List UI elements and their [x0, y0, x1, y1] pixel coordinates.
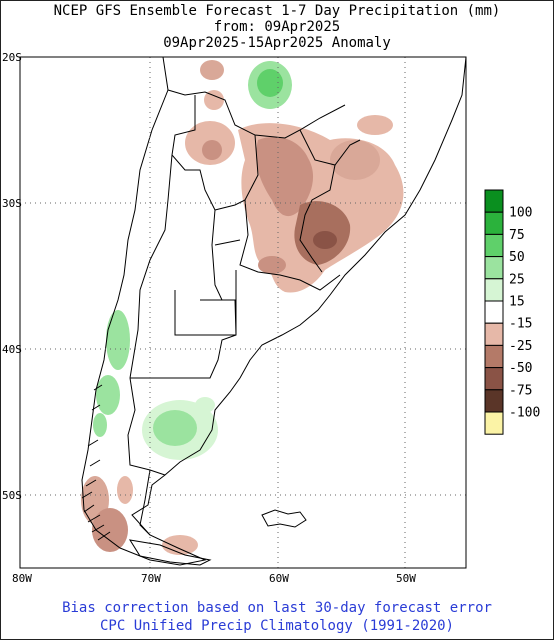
lon-label: 60W	[269, 572, 289, 585]
legend-label: -50	[509, 361, 532, 376]
legend-swatch	[484, 233, 504, 258]
legend-label: -100	[509, 406, 540, 421]
tierra-del-fuego	[128, 539, 212, 566]
legend-swatch	[484, 278, 504, 302]
lat-label: 40S	[2, 343, 22, 356]
legend-swatch	[484, 300, 504, 324]
plot-border	[19, 56, 467, 569]
color-legend: 100 75 50 25 15 -15 -25 -50 -75 -100	[484, 189, 540, 435]
graticule	[20, 57, 466, 568]
lon-label: 70W	[141, 572, 161, 585]
legend-label: 25	[509, 272, 525, 287]
legend-swatch	[484, 256, 504, 280]
legend-swatch	[484, 322, 504, 346]
political-boundaries	[127, 89, 361, 536]
lat-label: 50S	[2, 489, 22, 502]
legend-swatch	[484, 367, 504, 391]
map-title: NCEP GFS Ensemble Forecast 1-7 Day Preci…	[53, 3, 501, 19]
falkland-islands	[261, 509, 307, 528]
legend-swatch	[484, 344, 504, 369]
longitude-labels: 80W 70W 60W 50W	[12, 572, 416, 585]
map-subtitle-period: 09Apr2025-15Apr2025 Anomaly	[163, 35, 391, 51]
dry-anomaly-areas	[81, 60, 404, 555]
lat-label: 20S	[2, 51, 22, 64]
legend-label: 15	[509, 295, 525, 310]
legend-label: -25	[509, 339, 532, 354]
legend-label: 75	[509, 228, 525, 243]
legend-label: 100	[509, 206, 532, 221]
chile-fjords	[81, 384, 111, 541]
wet-anomaly-areas	[93, 61, 292, 460]
lat-label: 30S	[2, 197, 22, 210]
latitude-labels: 20S 30S 40S 50S	[2, 51, 22, 502]
south-america-coastline	[81, 57, 466, 566]
legend-label: -15	[509, 317, 532, 332]
legend-label: -75	[509, 383, 532, 398]
footer-bias-note: Bias correction based on last 30-day for…	[62, 600, 492, 616]
legend-swatch	[484, 389, 504, 413]
legend-swatch	[484, 211, 504, 235]
lon-label: 80W	[12, 572, 32, 585]
legend-label: 50	[509, 250, 525, 265]
lon-label: 50W	[396, 572, 416, 585]
map-subtitle-date: from: 09Apr2025	[213, 19, 341, 35]
legend-swatch	[484, 189, 504, 213]
legend-swatch	[484, 411, 504, 435]
footer-climatology-note: CPC Unified Precip Climatology (1991-202…	[99, 618, 454, 634]
